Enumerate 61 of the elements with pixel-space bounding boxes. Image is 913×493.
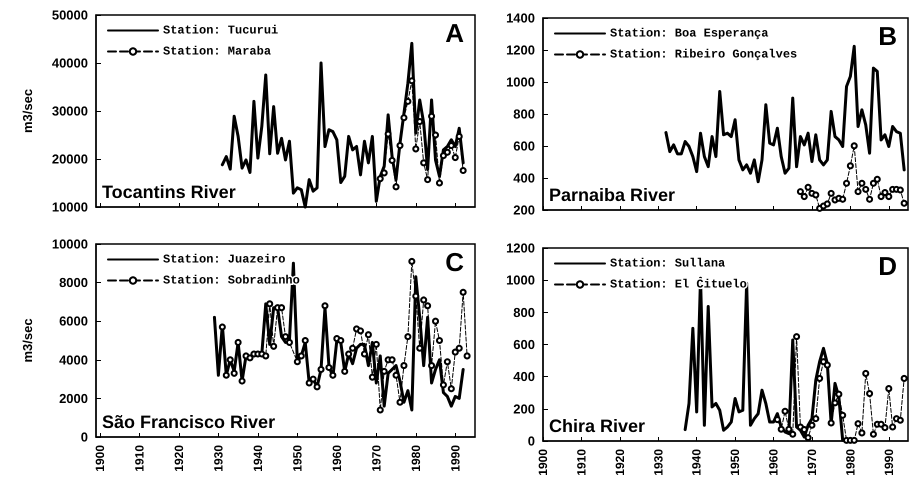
x-tick-label: 1950 xyxy=(728,448,742,476)
legend-label: Station: Ribeiro Gonçalves xyxy=(610,48,798,62)
y-tick-label: 600 xyxy=(513,138,535,154)
y-tick-label: 10000 xyxy=(52,236,88,252)
legend-label: Station: Maraba xyxy=(163,44,272,58)
annotation: Tocantins River xyxy=(102,182,236,202)
y-tick-label: 600 xyxy=(513,337,535,352)
legend-label: Station: Tucurui xyxy=(163,24,278,38)
y-tick-label: 40000 xyxy=(52,56,88,70)
y-tick-label: 4000 xyxy=(59,352,88,368)
y-tick-label: 1000 xyxy=(506,74,535,90)
y-axis-title: m3/sec xyxy=(20,88,35,134)
y-tick-label: 1000 xyxy=(506,272,535,288)
y-tick-label: 0 xyxy=(528,434,535,448)
x-tick-label: 1990 xyxy=(448,444,462,472)
y-tick-label: 1200 xyxy=(506,240,535,256)
y-tick-label: 800 xyxy=(513,106,535,122)
chart-title: C xyxy=(445,247,464,277)
y-tick-label: 200 xyxy=(513,202,535,218)
y-tick-label: 50000 xyxy=(52,8,88,22)
x-tick-label: 1960 xyxy=(766,448,781,476)
y-tick-label: 1200 xyxy=(506,42,535,58)
y-tick-label: 0 xyxy=(80,430,88,444)
x-tick-label: 1970 xyxy=(369,444,384,472)
x-tick-label: 1930 xyxy=(211,444,226,472)
x-tick-label: 1960 xyxy=(330,444,344,472)
y-tick-label: 400 xyxy=(513,170,535,186)
chart-title: B xyxy=(878,21,898,51)
legend-label: Station: Boa Esperança xyxy=(610,26,768,40)
x-tick-label: 1970 xyxy=(804,448,819,476)
y-tick-label: 20000 xyxy=(52,152,88,166)
x-tick-label: 1990 xyxy=(882,448,896,476)
y-tick-label: 800 xyxy=(513,304,535,320)
y-tick-label: 10000 xyxy=(52,200,88,214)
chart-title: D xyxy=(878,251,898,281)
y-tick-label: 6000 xyxy=(59,314,88,329)
y-tick-label: 2000 xyxy=(59,390,88,406)
annotation: Parnaiba River xyxy=(549,185,676,205)
x-tick-label: 1930 xyxy=(651,448,666,476)
annotation: Chira River xyxy=(549,416,646,436)
x-tick-label: 1910 xyxy=(574,448,588,476)
y-tick-label: 30000 xyxy=(52,104,88,118)
legend-label: Station: Juazeiro xyxy=(163,252,286,266)
x-tick-label: 1920 xyxy=(172,444,186,472)
x-tick-label: 1940 xyxy=(690,448,704,476)
chart-title: A xyxy=(445,18,464,48)
x-tick-label: 1940 xyxy=(250,444,265,472)
y-axis-title: m3/sec xyxy=(20,318,35,363)
x-tick-label: 1950 xyxy=(290,444,304,472)
y-tick-label: 1400 xyxy=(506,10,535,26)
x-tick-label: 1980 xyxy=(408,444,423,472)
x-tick-label: 1900 xyxy=(92,444,107,472)
y-tick-label: 8000 xyxy=(59,275,88,290)
x-tick-label: 1910 xyxy=(132,444,146,472)
y-tick-label: 400 xyxy=(513,369,535,384)
x-tick-label: 1900 xyxy=(536,448,550,476)
legend-label: Station: Sullana xyxy=(610,256,726,270)
x-tick-label: 1920 xyxy=(612,448,627,476)
x-tick-label: 1980 xyxy=(843,448,858,476)
y-tick-label: 200 xyxy=(513,401,535,416)
annotation: São Francisco River xyxy=(102,412,276,432)
